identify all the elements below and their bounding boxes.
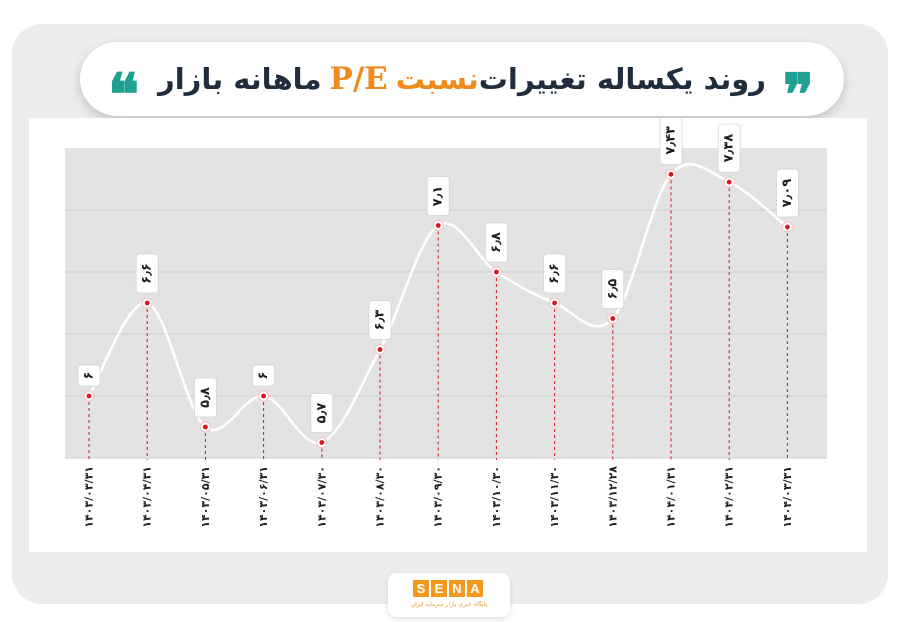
data-label-box [659, 118, 683, 165]
x-tick-label: ۱۴۰۳/۱۲/۲۸ [606, 466, 619, 528]
x-tick-label: ۱۴۰۴/۰۳/۳۱ [781, 466, 794, 528]
logo-wordmark: S E N A [413, 580, 483, 597]
title-accent-word: نسبت [395, 62, 479, 96]
quote-open-icon: ❞ [782, 61, 814, 129]
data-point [319, 440, 325, 445]
series-line [87, 163, 789, 445]
x-tick-label: ۱۴۰۳/۱۱/۳۰ [548, 466, 561, 528]
data-label-box [776, 168, 799, 218]
data-label: ۷٫۳۸ [722, 134, 737, 163]
title-banner: ❞ روند یکساله تغییرات نسبت P/E ماهانه با… [80, 42, 844, 124]
data-label: ۶٫۳ [373, 310, 388, 331]
data-point [610, 316, 616, 321]
x-tick-label: ۱۴۰۳/۰۳/۳۱ [83, 466, 96, 528]
data-label: ۷٫۱ [431, 186, 446, 207]
data-label-box [717, 123, 741, 173]
data-point [494, 269, 499, 275]
x-tick-label: ۱۴۰۳/۱۰/۳۰ [490, 466, 503, 528]
x-tick-label: ۱۴۰۳/۰۵/۳۱ [199, 466, 212, 528]
x-tick-label: ۱۴۰۳/۰۷/۳۰ [315, 466, 328, 528]
data-point [203, 424, 208, 430]
data-point [144, 300, 150, 306]
data-label-box [135, 253, 159, 294]
chart-title: روند یکساله تغییرات نسبت P/E ماهانه بازا… [158, 42, 766, 116]
data-label: ۶٫۶ [140, 263, 155, 284]
x-tick-label: ۱۴۰۳/۰۴/۳۱ [141, 466, 154, 528]
data-label-box [543, 253, 566, 294]
quote-close-icon: ❝ [108, 61, 140, 129]
data-label-box [252, 364, 276, 387]
x-tick-label: ۱۴۰۳/۰۹/۳۰ [432, 466, 445, 528]
title-part-before: روند یکساله تغییرات [478, 62, 766, 96]
line-chart: ۶ ۶٫۶ ۵٫۸ ۶ ۵٫۷ ۶٫۳ ۷٫۱ ۶٫۸ ۶٫۶ ۶٫۵ ۷٫۴۳ ۷٫۳۸ ۷٫۰۹ ۱۴… [65, 118, 827, 528]
data-label: ۶٫۶ [547, 263, 562, 284]
data-point [552, 300, 557, 306]
data-label-box [193, 377, 217, 418]
sena-logo: S E N A پایگاه خبری بازار سرمایه ایران [388, 573, 510, 617]
data-point [261, 393, 266, 399]
data-label: ۵٫۷ [314, 403, 329, 424]
data-label: ۶ [82, 372, 97, 380]
data-point [726, 179, 732, 185]
logo-letter-s: S [413, 580, 429, 597]
title-part-after: ماهانه بازار [158, 62, 322, 96]
data-point [785, 224, 790, 230]
data-point [435, 223, 441, 228]
data-label-box [484, 222, 508, 263]
x-tick-label: ۱۴۰۴/۰۲/۳۱ [723, 466, 736, 528]
logo-letter-n: N [449, 580, 465, 597]
logo-subtitle: پایگاه خبری بازار سرمایه ایران [410, 601, 488, 608]
data-label-box [426, 176, 450, 216]
title-accent: P/E [329, 61, 388, 97]
data-label: ۶ [256, 372, 271, 380]
x-tick-label: ۱۴۰۳/۰۶/۳۱ [257, 466, 270, 528]
data-point [86, 393, 92, 399]
data-label-box [77, 364, 101, 387]
data-label: ۷٫۴۳ [664, 126, 679, 155]
logo-letter-a: A [467, 580, 483, 597]
data-label-box [310, 393, 334, 433]
x-tick-label: ۱۴۰۳/۰۸/۳۰ [374, 466, 387, 528]
data-point [668, 171, 674, 177]
x-tick-label: ۱۴۰۴/۰۱/۳۱ [665, 466, 678, 528]
chart-panel: ۶ ۶٫۶ ۵٫۸ ۶ ۵٫۷ ۶٫۳ ۷٫۱ ۶٫۸ ۶٫۶ ۶٫۵ ۷٫۴۳ ۷٫۳۸ ۷٫۰۹ ۱۴… [29, 118, 867, 552]
data-label-box [601, 269, 625, 309]
logo-letter-e: E [431, 580, 447, 597]
data-label: ۵٫۸ [198, 387, 213, 408]
data-label: ۶٫۵ [605, 279, 620, 300]
data-label: ۶٫۸ [489, 232, 504, 253]
data-point [377, 347, 383, 352]
data-label-box [368, 300, 392, 340]
data-label: ۷٫۰۹ [780, 179, 795, 208]
